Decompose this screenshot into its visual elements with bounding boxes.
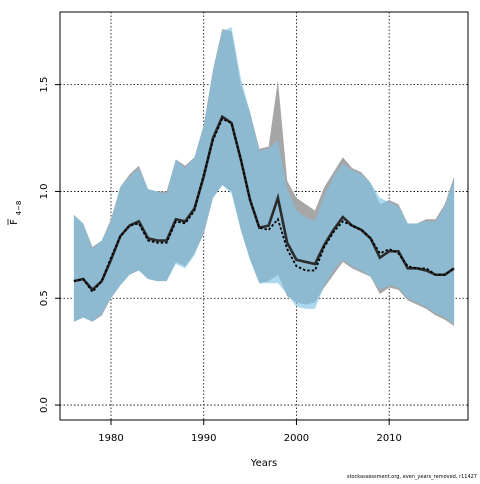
footnote: stockassessment.org, even_years_removed,…: [347, 474, 477, 480]
y-tick-label-0: 0.0: [39, 397, 50, 413]
x-tick-label-1990: 1990: [191, 433, 216, 444]
x-tick-label-2010: 2010: [376, 433, 401, 444]
x-tick-label-1980: 1980: [98, 433, 123, 444]
y-tick-label-0.5: 0.5: [39, 290, 50, 306]
plot-frame: [59, 11, 469, 421]
band-estimate: [73, 26, 455, 324]
line-reference: [73, 114, 455, 292]
confidence-bands: [73, 26, 455, 327]
y-axis-title: F 4−8: [7, 201, 23, 225]
axes: 1980 1990 2000 2010 0.0 0.5 1.0 1.5: [39, 77, 402, 444]
y-axis-title-main: F: [9, 219, 20, 225]
x-tick-label-2000: 2000: [284, 433, 309, 444]
line-estimate: [73, 117, 455, 294]
y-axis-title-subscript: 4−8: [15, 201, 23, 216]
y-tick-label-1: 1.0: [39, 183, 50, 199]
y-tick-label-1.5: 1.5: [39, 77, 50, 93]
x-axis-title: Years: [250, 458, 277, 469]
series-lines: [73, 114, 455, 294]
